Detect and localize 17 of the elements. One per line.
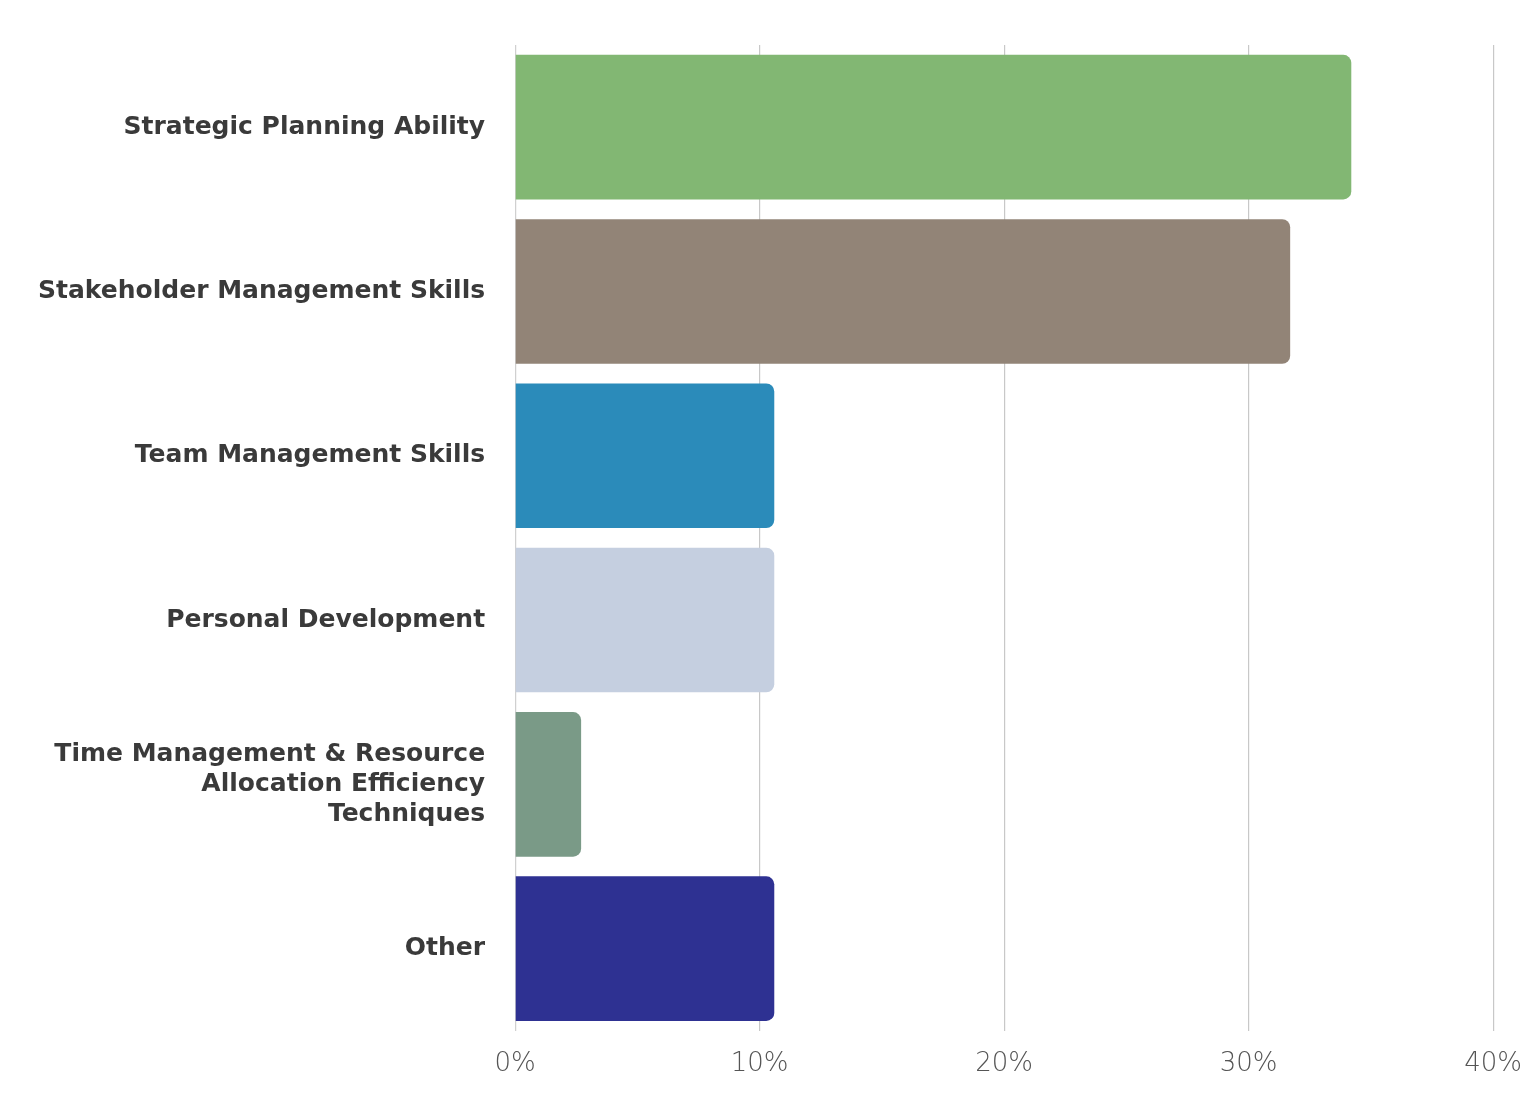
bar [515,383,775,529]
y-tick-label: Personal Development [166,603,486,633]
x-tick-label: 0% [494,1047,536,1078]
bar [515,219,1291,364]
x-tick-label: 10% [730,1047,789,1078]
y-tick-label: Team Management Skills [134,439,486,469]
bar [515,712,582,857]
bar [515,876,775,1021]
y-tick-label: Time Management & Resource Allocation Efficiency Techniques [54,737,486,827]
bar [515,54,1352,200]
y-tick-label: Other [404,932,486,962]
y-tick-label: Strategic Planning Ability [123,110,486,140]
x-tick-label: 20% [975,1047,1033,1078]
y-tick-label: Stakeholder Management Skills [38,274,486,304]
x-tick-label: 40% [1464,1047,1522,1078]
x-tick-label: 30% [1219,1047,1278,1078]
bar [515,547,775,693]
